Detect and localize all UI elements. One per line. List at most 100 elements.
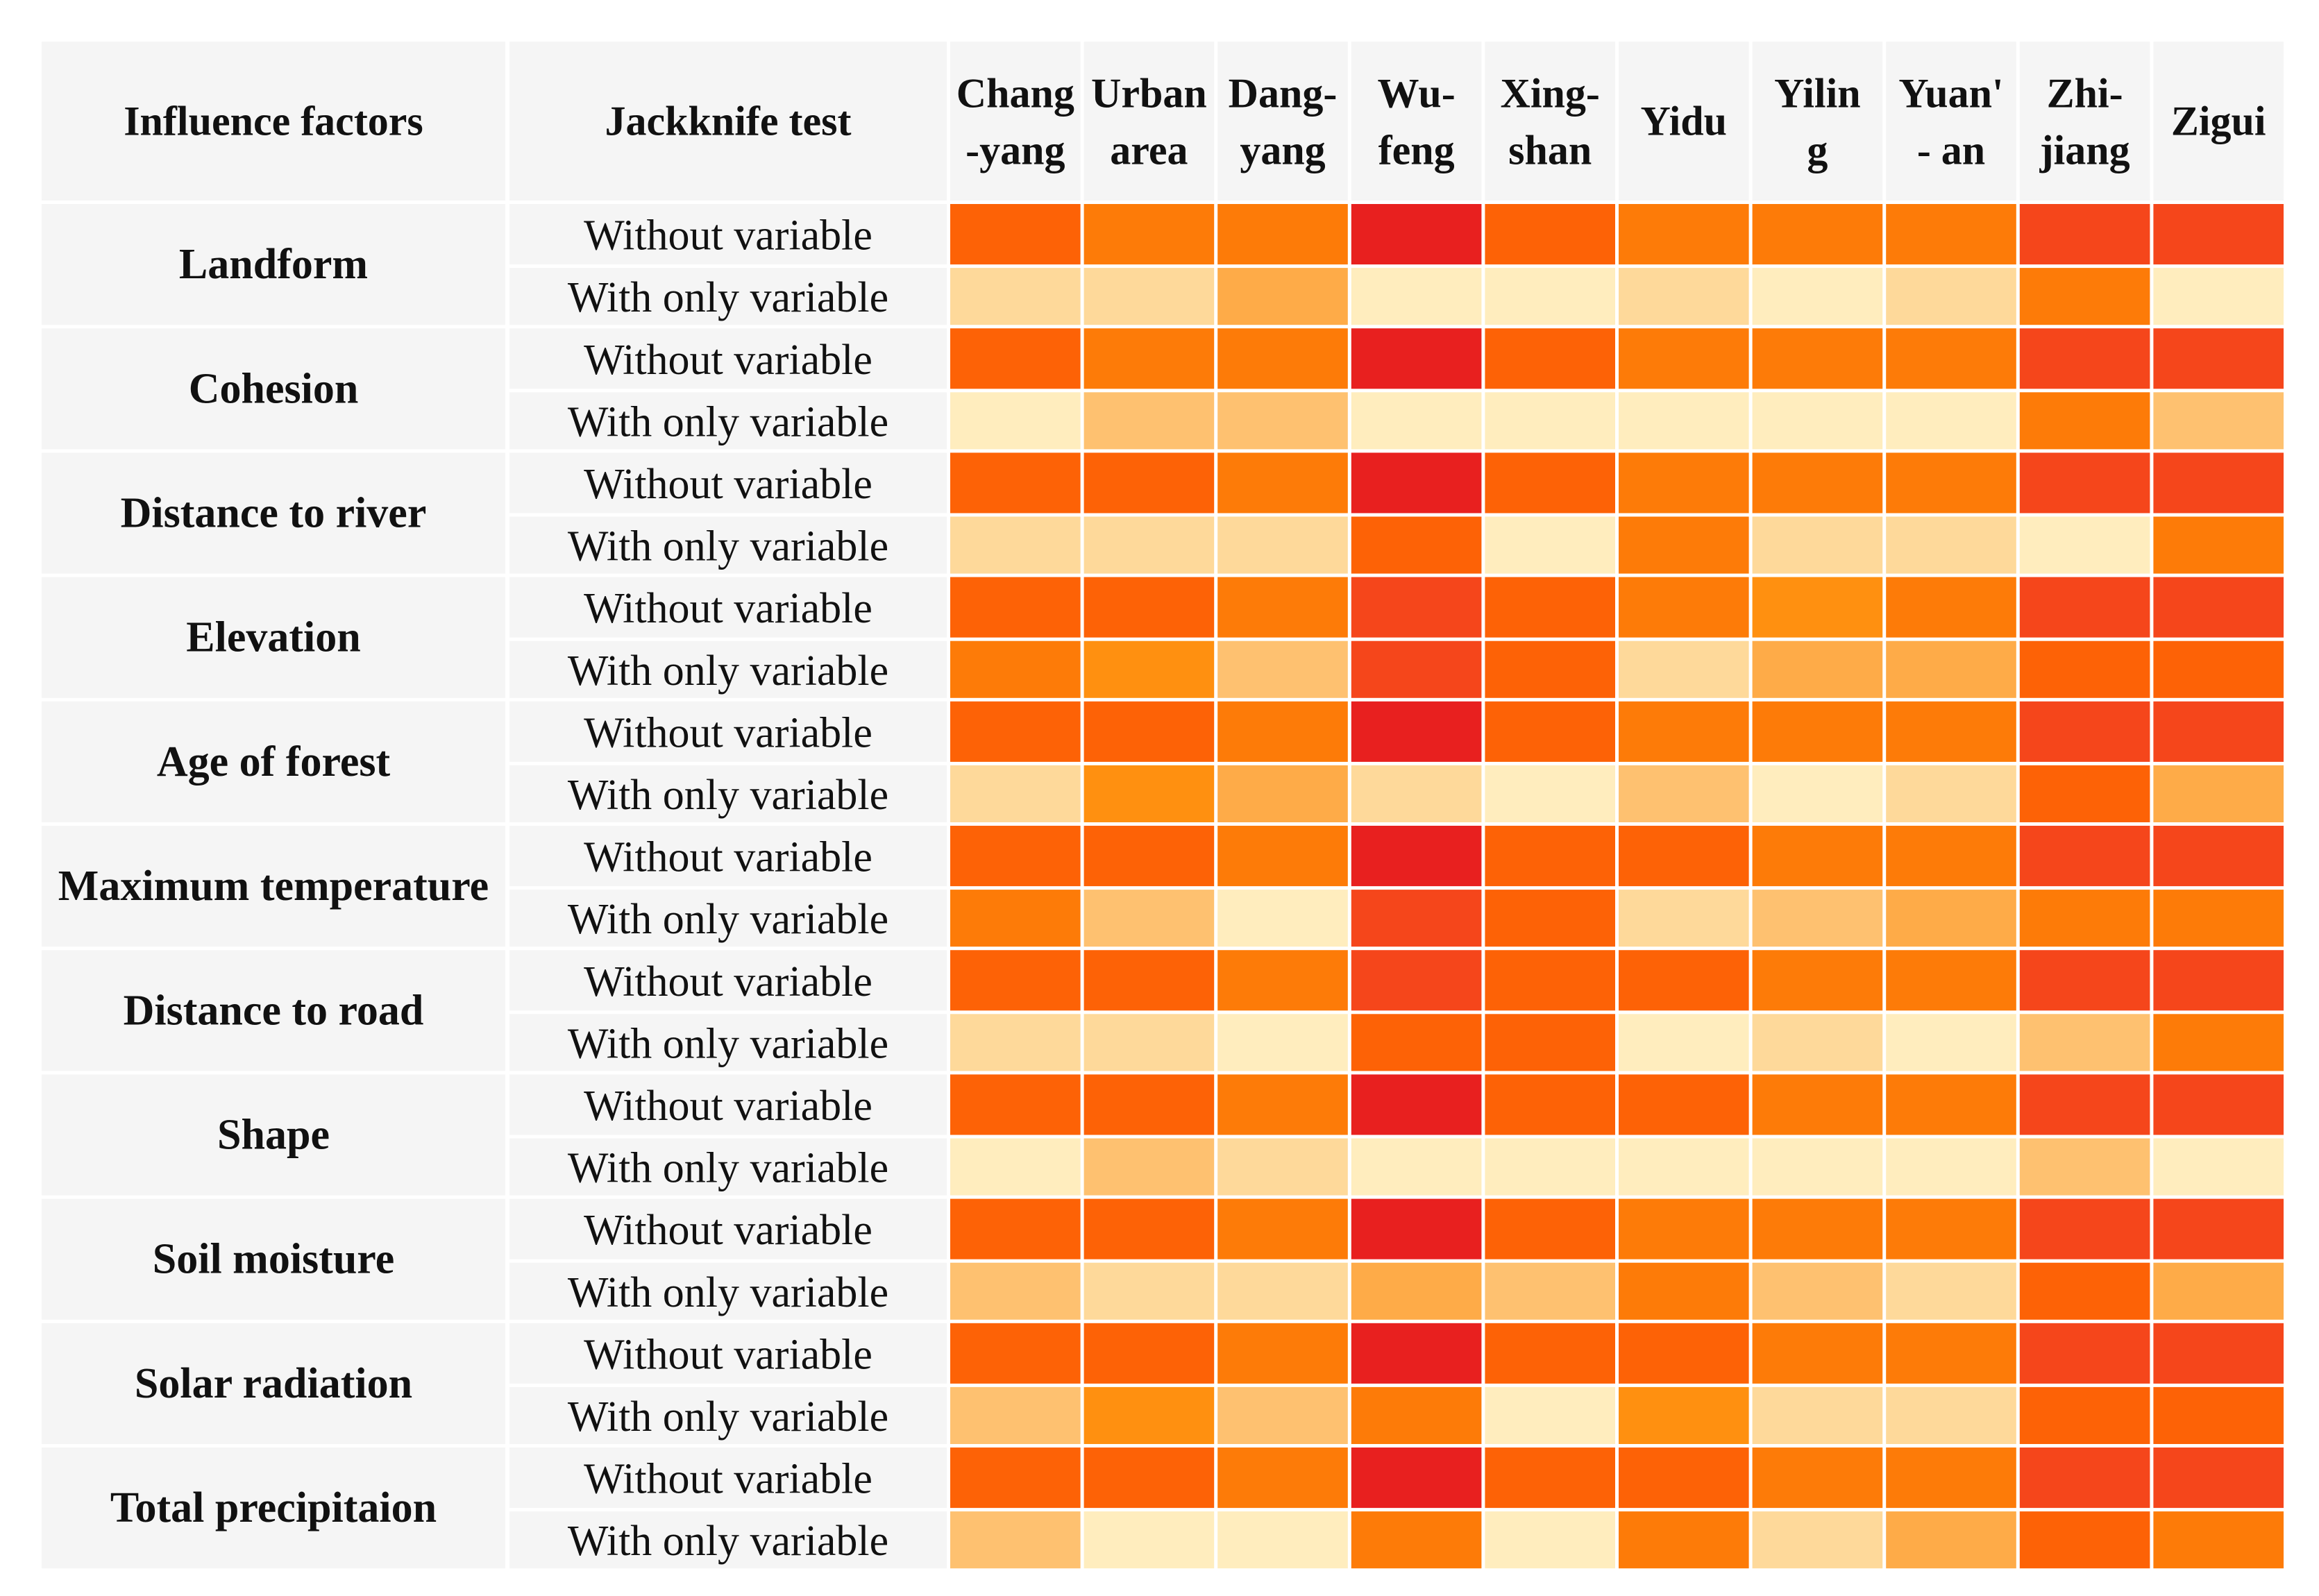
- test-label: With only variable: [568, 1393, 888, 1441]
- heatmap-cell: [1619, 268, 1749, 325]
- heatmap-cell: [1886, 577, 2016, 638]
- header-labels: Influence factors Jackknife test Chang -yan…: [124, 71, 2266, 173]
- factor-cell: [42, 204, 505, 325]
- heatmap-cell: [1217, 1323, 1348, 1384]
- test-cell: [509, 1074, 947, 1135]
- heatmap-cell: [1351, 1262, 1482, 1320]
- heatmap-cell: [1752, 826, 1883, 887]
- heatmap-cell: [1217, 452, 1348, 513]
- heatmap-cell: [2019, 577, 2150, 638]
- heatmap-cell: [1351, 1323, 1482, 1384]
- heatmap-cell: [1619, 640, 1749, 698]
- heatmap-cell: [1083, 1074, 1215, 1135]
- factor-column-background: [42, 204, 947, 1569]
- heatmap-cell: [1886, 950, 2016, 1011]
- column-label: Yidu: [1641, 99, 1728, 144]
- heatmap-cell: [1619, 765, 1749, 822]
- heatmap-cell: [1619, 328, 1749, 389]
- heatmap-cell: [1083, 1448, 1215, 1509]
- heatmap-cell: [1752, 204, 1883, 265]
- heatmap-cell: [1351, 1448, 1482, 1509]
- test-cell: [509, 1386, 947, 1444]
- heatmap-cell: [1619, 1448, 1749, 1509]
- heatmap-cell: [1217, 1262, 1348, 1320]
- heatmap-cell: [2019, 452, 2150, 513]
- heatmap-cell: [1752, 1014, 1883, 1071]
- heatmap-cell: [1886, 826, 2016, 887]
- heatmap-cell: [2019, 1074, 2150, 1135]
- heatmap-cell: [1619, 577, 1749, 638]
- heatmap-cells: [950, 204, 2284, 1569]
- test-cell: [509, 392, 947, 450]
- heatmap-cell: [1485, 1074, 1615, 1135]
- column-label: -yang: [965, 128, 1065, 173]
- heatmap-cell: [1752, 328, 1883, 389]
- header-column-cell: [1351, 42, 1482, 201]
- heatmap-cell: [1351, 640, 1482, 698]
- heatmap-cell: [1083, 268, 1215, 325]
- column-label: Wu-: [1377, 71, 1455, 117]
- heatmap-cell: [1083, 950, 1215, 1011]
- column-label: Zhi-: [2047, 71, 2123, 117]
- heatmap-cell: [950, 1198, 1081, 1259]
- heatmap-cell: [1886, 204, 2016, 265]
- heatmap-cell: [1619, 516, 1749, 574]
- heatmap-cell: [2153, 1138, 2284, 1196]
- column-label: Dang-: [1229, 71, 1338, 117]
- heatmap-cell: [950, 1138, 1081, 1196]
- test-cell: [509, 1262, 947, 1320]
- heatmap-cell: [1752, 1323, 1883, 1384]
- heatmap-cell: [1886, 328, 2016, 389]
- test-cell: [509, 826, 947, 887]
- heatmap-cell: [2153, 640, 2284, 698]
- column-label: g: [1807, 128, 1828, 173]
- heatmap-cell: [2153, 826, 2284, 887]
- heatmap-cell: [950, 577, 1081, 638]
- heatmap-cell: [1886, 1386, 2016, 1444]
- test-cell: [509, 701, 947, 762]
- heatmap-cell: [1886, 452, 2016, 513]
- heatmap-cell: [2019, 826, 2150, 887]
- heatmap-cell: [1217, 392, 1348, 450]
- test-label: With only variable: [568, 647, 888, 695]
- heatmap-cell: [1619, 1014, 1749, 1071]
- heatmap-cell: [1351, 1386, 1482, 1444]
- test-label: Without variable: [584, 1331, 872, 1378]
- heatmap-cell: [1083, 640, 1215, 698]
- heatmap-cell: [1886, 1014, 2016, 1071]
- heatmap-cell: [1485, 1138, 1615, 1196]
- heatmap-cell: [2153, 452, 2284, 513]
- heatmap-cell: [1485, 1262, 1615, 1320]
- test-label: Without variable: [584, 834, 872, 881]
- heatmap-cell: [1083, 452, 1215, 513]
- heatmap-cell: [1752, 452, 1883, 513]
- test-label: Without variable: [584, 1207, 872, 1254]
- factor-label: Elevation: [186, 614, 360, 661]
- heatmap-cell: [2153, 1323, 2284, 1384]
- heatmap-cell: [2153, 701, 2284, 762]
- heatmap-cell: [950, 701, 1081, 762]
- heatmap-cell: [1619, 1138, 1749, 1196]
- heatmap-cell: [2153, 328, 2284, 389]
- heatmap-cell: [1752, 1198, 1883, 1259]
- header-influence-factors: Influence factors: [124, 99, 423, 144]
- heatmap-cell: [1351, 1511, 1482, 1569]
- heatmap-cell: [950, 1386, 1081, 1444]
- factor-cell: [42, 826, 505, 947]
- heatmap-cell: [1619, 890, 1749, 947]
- heatmap-cell: [2019, 204, 2150, 265]
- heatmap-cell: [1217, 826, 1348, 887]
- heatmap-cell: [2019, 1386, 2150, 1444]
- header-column-cell: [1752, 42, 1883, 201]
- test-label: Without variable: [584, 461, 872, 508]
- heatmap-cell: [2019, 1511, 2150, 1569]
- heatmap-cell: [1217, 1511, 1348, 1569]
- column-label: Urban: [1091, 71, 1207, 117]
- test-label: With only variable: [568, 1269, 888, 1316]
- heatmap-cell: [1752, 701, 1883, 762]
- heatmap-cell: [1485, 328, 1615, 389]
- heatmap-cell: [1217, 516, 1348, 574]
- heatmap-cell: [1485, 392, 1615, 450]
- heatmap-cell: [1351, 452, 1482, 513]
- factor-label: Shape: [217, 1112, 330, 1159]
